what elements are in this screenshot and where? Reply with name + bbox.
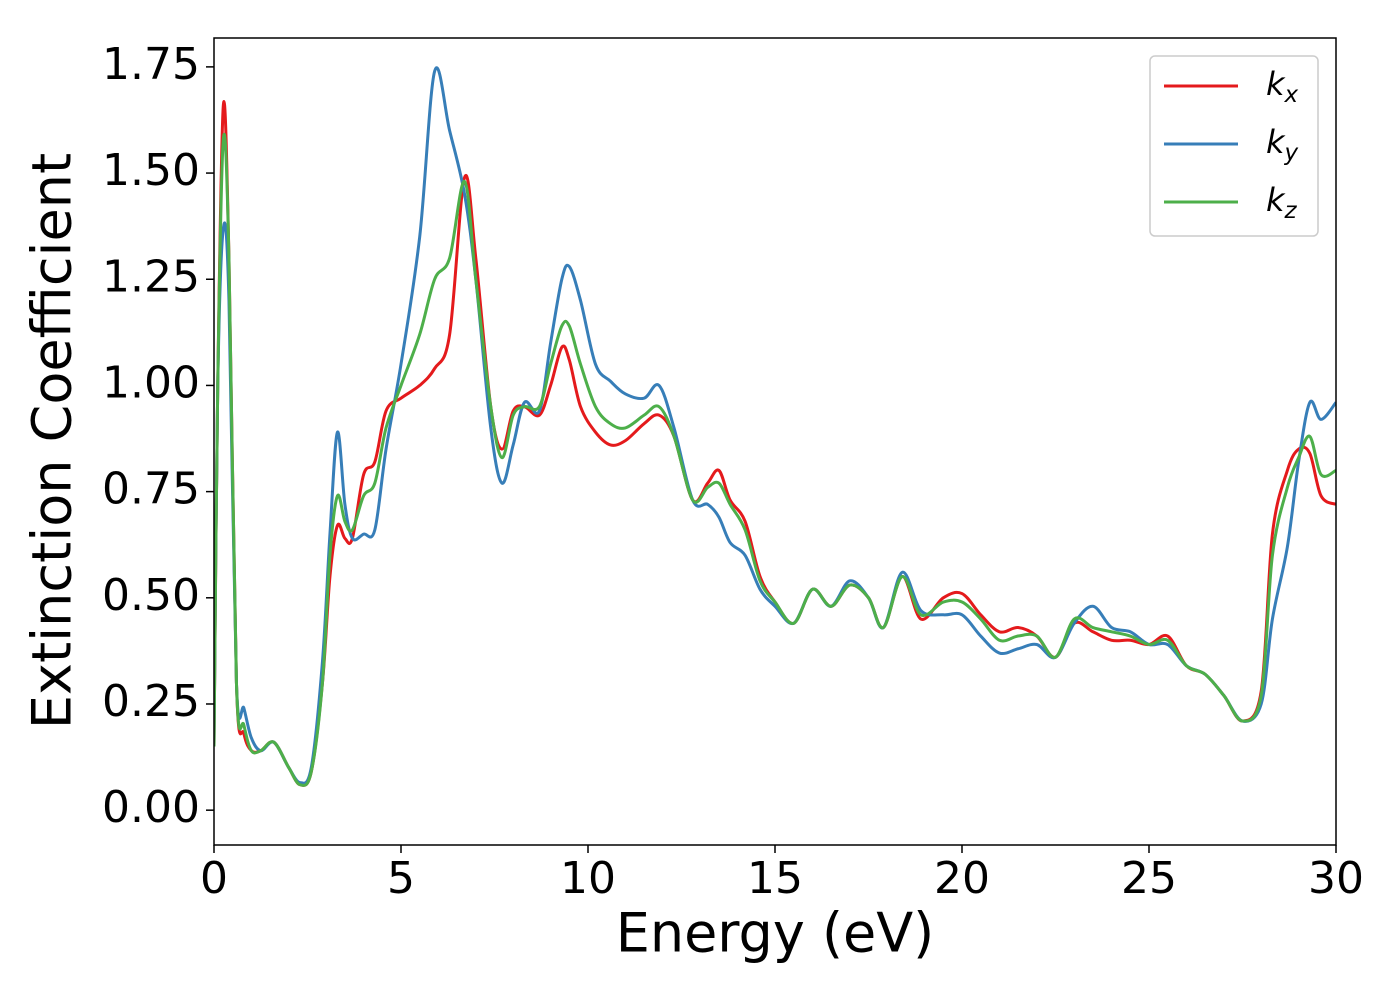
x-tick-label: 5: [387, 853, 415, 904]
legend-label: kz: [1266, 181, 1298, 224]
y-tick-label: 0.25: [102, 676, 200, 727]
y-tick-label: 1.25: [102, 251, 200, 302]
legend-label: kx: [1266, 65, 1299, 108]
y-tick-label: 1.75: [102, 39, 200, 90]
legend-label: ky: [1266, 123, 1299, 166]
x-axis-label: Energy (eV): [616, 902, 935, 965]
x-tick-label: 20: [934, 853, 990, 904]
y-tick-label: 0.00: [102, 782, 200, 833]
series-line: [214, 132, 1336, 787]
plot-frame: [213, 37, 1337, 846]
y-tick-label: 0.50: [102, 570, 200, 621]
x-tick-label: 10: [560, 853, 616, 904]
x-tick-label: 15: [747, 853, 803, 904]
y-tick-label: 0.75: [102, 464, 200, 515]
legend-box: [1149, 55, 1319, 237]
x-tick-label: 25: [1121, 853, 1177, 904]
y-tick-label: 1.50: [102, 145, 200, 196]
x-tick-label: 0: [200, 853, 228, 904]
y-axis-label: Extinction Coefficient: [21, 153, 84, 729]
y-tick-label: 1.00: [102, 357, 200, 408]
x-tick-label: 30: [1308, 853, 1364, 904]
